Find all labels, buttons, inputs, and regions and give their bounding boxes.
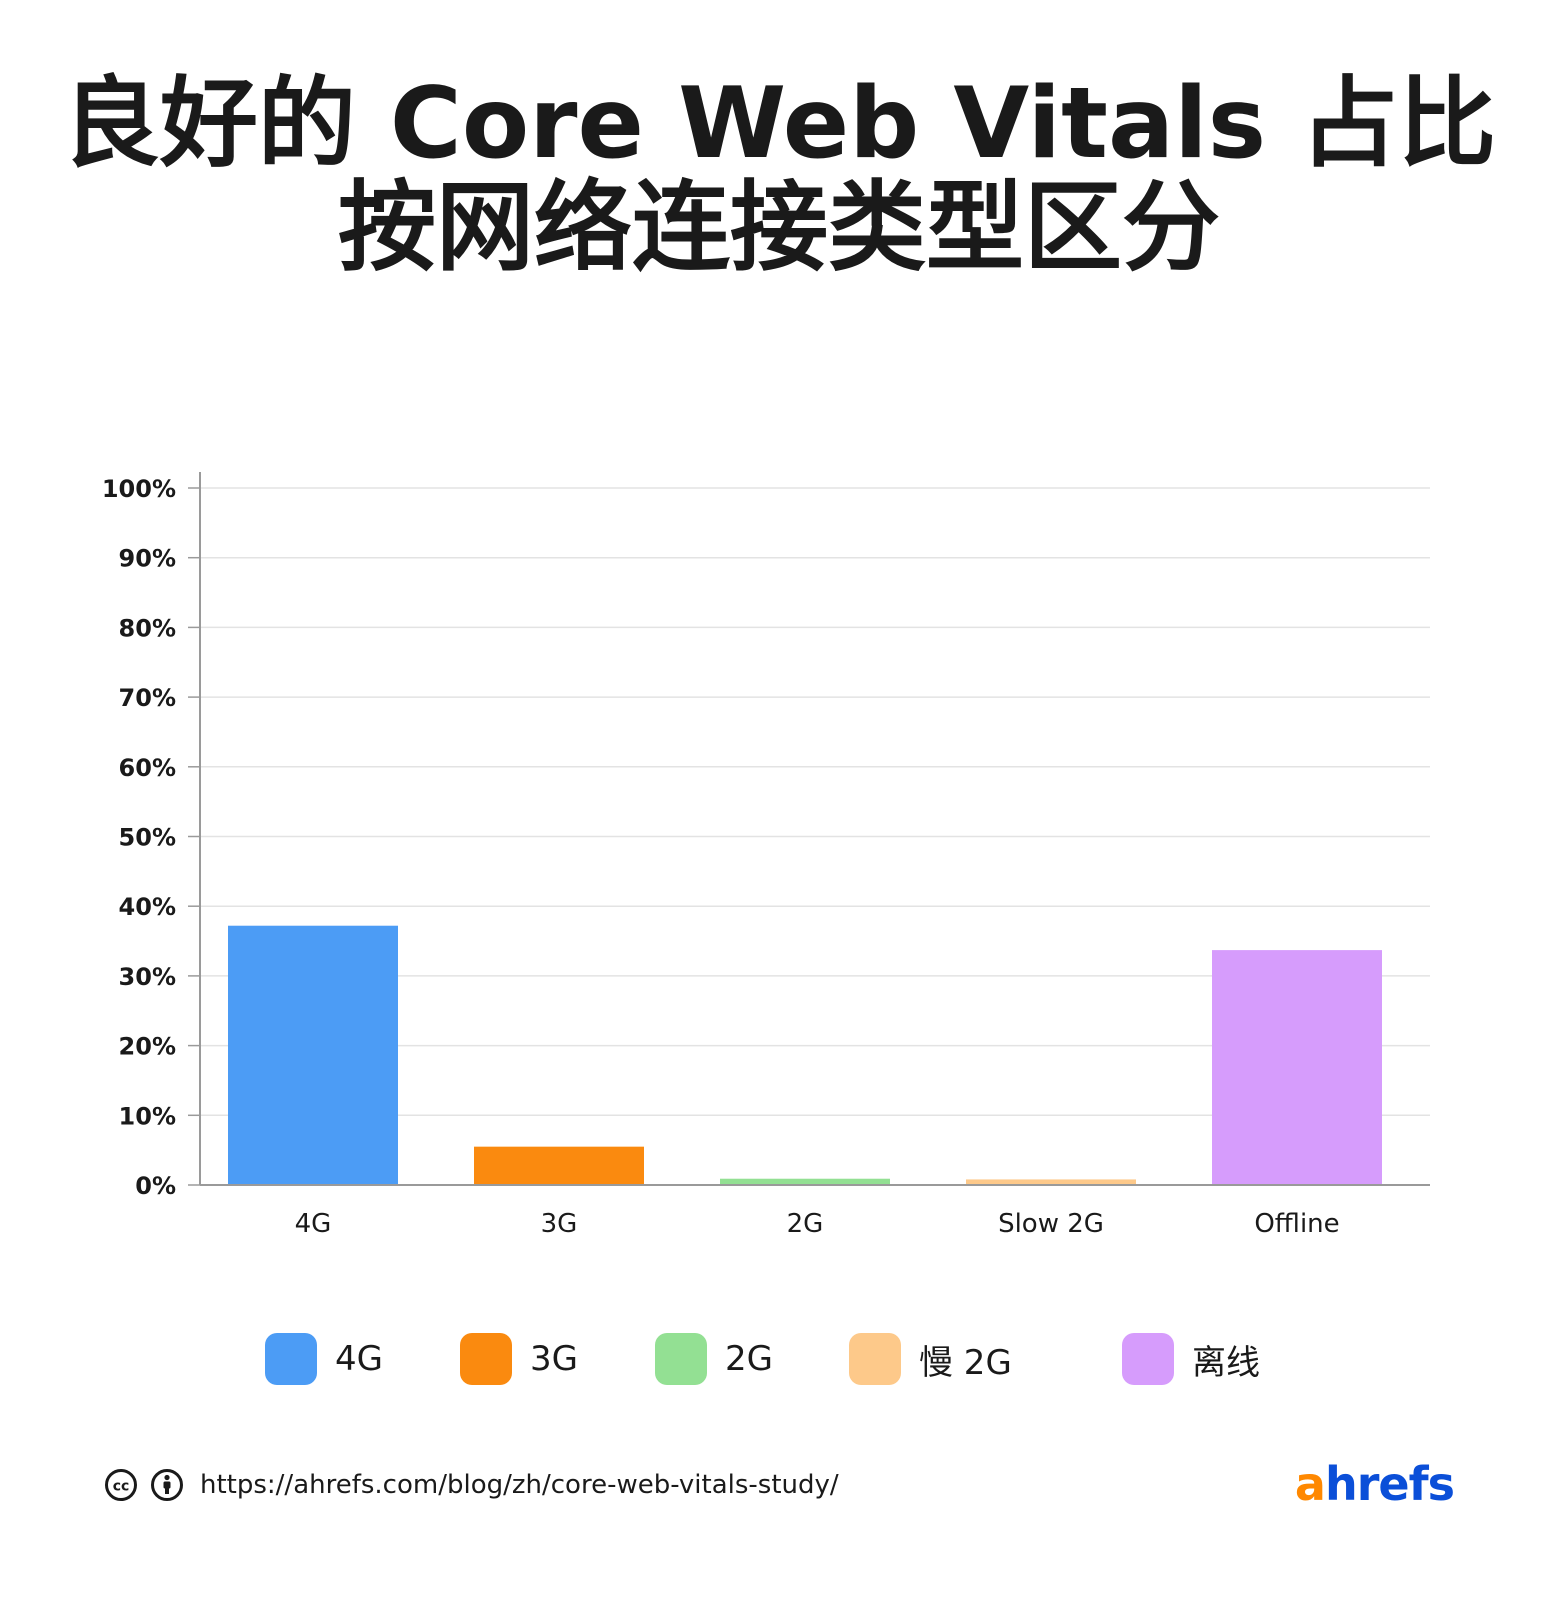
- chart-title-line-2: 按网络连接类型区分: [337, 171, 1220, 285]
- y-tick-label: 0%: [135, 1172, 176, 1200]
- y-tick-label: 40%: [119, 893, 176, 921]
- ahrefs-logo-a: a: [1294, 1457, 1326, 1511]
- x-tick-label: Offline: [1254, 1209, 1339, 1239]
- bars: [228, 925, 1382, 1185]
- bar-slow-2g: [966, 1179, 1136, 1185]
- legend-label-2g: 2G: [725, 1339, 773, 1379]
- y-tick-label: 10%: [119, 1102, 176, 1130]
- legend-swatch-slow-2g: [849, 1333, 901, 1385]
- legend-label-3g: 3G: [530, 1339, 578, 1379]
- bar-2g: [720, 1178, 890, 1185]
- chart-legend: 4G 3G 2G 慢 2G 离线: [0, 1332, 1558, 1386]
- bar-offline: [1212, 950, 1382, 1185]
- legend-label-offline: 离线: [1192, 1342, 1260, 1383]
- ahrefs-logo: ahrefs: [1294, 1456, 1455, 1512]
- y-tick-label: 90%: [119, 545, 176, 573]
- legend-label-slow-2g: 慢 2G: [919, 1342, 1012, 1383]
- chart-title: 良好的 Core Web Vitals 占比 按网络连接类型区分: [0, 72, 1558, 280]
- x-tick-label: 4G: [295, 1209, 332, 1239]
- bar-4g: [228, 925, 398, 1185]
- chart-title-line-1: 良好的 Core Web Vitals 占比: [61, 67, 1497, 181]
- y-tick-label: 80%: [119, 614, 176, 642]
- legend-item-3g: 3G: [460, 1332, 578, 1386]
- source-url[interactable]: https://ahrefs.com/blog/zh/core-web-vita…: [200, 1470, 839, 1500]
- bar-3g: [474, 1146, 644, 1185]
- legend-item-2g: 2G: [655, 1332, 773, 1386]
- legend-label-4g: 4G: [335, 1339, 383, 1379]
- y-tick-label: 70%: [119, 684, 176, 712]
- bar-chart: 0% 10% 20% 30% 40% 50% 60% 70% 80% 90% 100% 4G 3G 2G…: [102, 472, 1430, 1239]
- legend-swatch-2g: [655, 1333, 707, 1385]
- y-axis-ticks: 0% 10% 20% 30% 40% 50% 60% 70% 80% 90% 100%: [102, 475, 200, 1200]
- legend-item-slow-2g: 慢 2G: [849, 1332, 1012, 1386]
- x-tick-label: 3G: [541, 1209, 578, 1239]
- y-tick-label: 60%: [119, 754, 176, 782]
- y-tick-label: 50%: [119, 824, 176, 852]
- legend-swatch-offline: [1122, 1333, 1174, 1385]
- footer-attribution: cc https://ahrefs.com/blog/zh/core-web-v…: [104, 1465, 839, 1505]
- axes: [199, 472, 1430, 1186]
- legend-item-4g: 4G: [265, 1332, 383, 1386]
- y-tick-label: 30%: [119, 963, 176, 991]
- ahrefs-logo-hrefs: hrefs: [1324, 1457, 1455, 1511]
- x-tick-label: 2G: [787, 1209, 824, 1239]
- legend-item-offline: 离线: [1122, 1332, 1260, 1386]
- attribution-icon: [150, 1468, 184, 1502]
- y-tick-label: 100%: [102, 475, 176, 503]
- creative-commons-icon: cc: [104, 1468, 138, 1502]
- legend-swatch-4g: [265, 1333, 317, 1385]
- svg-text:cc: cc: [113, 1479, 130, 1495]
- y-tick-label: 20%: [119, 1033, 176, 1061]
- legend-swatch-3g: [460, 1333, 512, 1385]
- x-axis-ticks: 4G 3G 2G Slow 2G Offline: [295, 1209, 1340, 1239]
- x-tick-label: Slow 2G: [998, 1209, 1104, 1239]
- gridlines: [200, 487, 1430, 1117]
